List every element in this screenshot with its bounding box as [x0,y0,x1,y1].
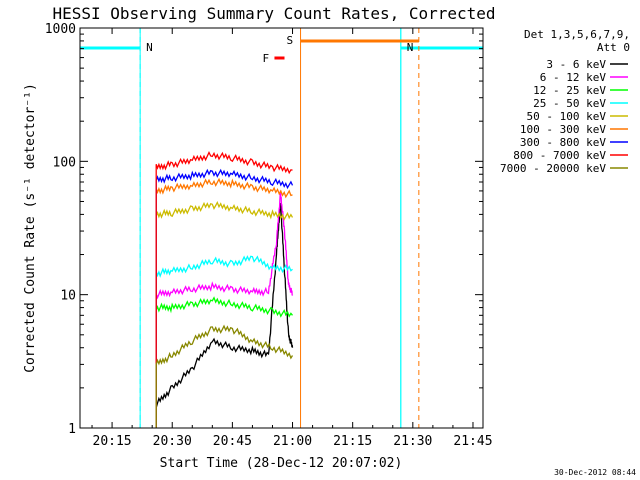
chart-title: HESSI Observing Summary Count Rates, Cor… [52,4,495,23]
annotation-label: S [287,34,294,47]
annotation-label: N [407,41,414,54]
series-line-7 [155,150,293,429]
x-tick-label: 21:45 [453,434,492,449]
series-line-0 [155,203,294,429]
series-line-3 [155,255,293,429]
annotation-n-1: N [400,28,484,428]
legend-header-line-1: Det 1,3,5,6,7,9, [524,28,630,41]
annotation-f-3: F [262,52,285,65]
plot-frame [79,27,484,429]
series-line-1 [155,190,294,429]
legend-header-line-2: Att 0 [597,41,630,54]
x-axis: 20:15 20:30 20:45 21:00 21:15 21:30 21:45 [91,28,493,449]
y-tick-label: 1000 [45,22,76,37]
plot-area: N N S F [80,28,484,429]
x-axis-label: Start Time (28-Dec-12 20:07:02) [160,456,403,471]
y-tick-label: 10 [60,289,76,304]
series-line-5 [155,177,293,429]
y-axis: 1 10 100 1000 [45,22,483,437]
legend-label-7: 800 - 7000 keV [513,149,606,162]
x-tick-label: 21:30 [393,434,432,449]
annotation-label: F [262,52,269,65]
y-tick-label: 100 [53,155,76,170]
x-tick-label: 21:15 [333,434,372,449]
annotation-label: N [146,41,153,54]
series-line-6 [155,168,294,429]
x-tick-label: 21:00 [273,434,312,449]
y-axis-label: Corrected Count Rate (s⁻¹ detector⁻¹) [23,83,38,373]
x-tick-label: 20:45 [213,434,252,449]
legend-label-0: 3 - 6 keV [546,58,606,71]
legend-label-2: 12 - 25 keV [533,84,606,97]
series-line-2 [155,296,293,429]
series-line-8 [155,324,294,429]
legend-label-5: 100 - 300 keV [520,123,606,136]
legend-label-6: 300 - 800 keV [520,136,606,149]
legend-label-8: 7000 - 20000 keV [500,162,606,175]
x-tick-label: 20:30 [153,434,192,449]
annotation-n-0: N [80,28,153,428]
annotation-s-2: S [287,28,420,428]
series-line-4 [155,200,294,429]
legend-label-1: 6 - 12 keV [540,71,607,84]
legend-label-4: 50 - 100 keV [527,110,607,123]
x-tick-label: 20:15 [93,434,132,449]
y-tick-label: 1 [68,422,76,437]
date-stamp: 30-Dec-2012 08:44 [554,468,636,477]
legend-label-3: 25 - 50 keV [533,97,606,110]
